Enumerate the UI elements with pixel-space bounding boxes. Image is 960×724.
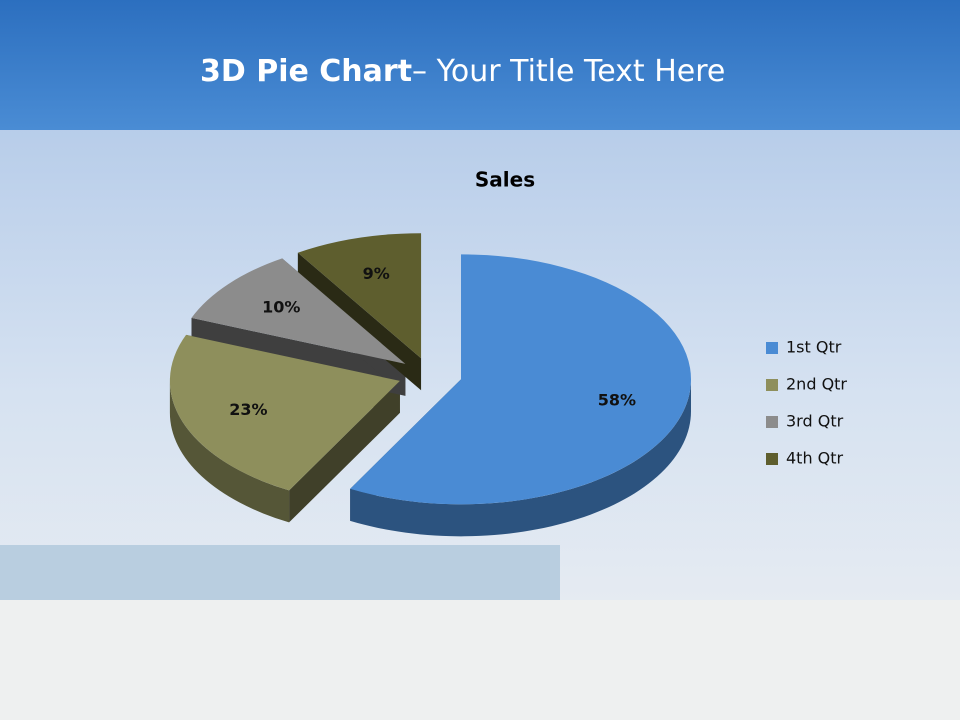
header-band [0, 0, 960, 130]
slide-title-rest: – Your Title Text Here [412, 54, 725, 89]
legend-swatch [766, 379, 778, 391]
data-label: 58% [598, 391, 636, 410]
slide-title: 3D Pie Chart– Your Title Text Here [200, 54, 725, 89]
slice [191, 258, 406, 364]
legend-label: 3rd Qtr [786, 412, 844, 431]
legend-label: 4th Qtr [786, 449, 844, 468]
data-label: 9% [363, 264, 390, 283]
slice-side [350, 379, 691, 537]
legend-swatch [766, 416, 778, 428]
slice-side [169, 380, 290, 523]
legend-swatch [766, 453, 778, 465]
legend-label: 1st Qtr [786, 338, 842, 357]
slice [350, 254, 691, 505]
slice [297, 233, 422, 359]
slice [169, 334, 400, 491]
legend-swatch [766, 342, 778, 354]
legend-label: 2nd Qtr [786, 375, 847, 394]
sand [0, 600, 960, 720]
data-label: 23% [229, 400, 267, 419]
slide-title-bold: 3D Pie Chart [200, 54, 412, 89]
sea [0, 545, 560, 605]
data-label: 10% [262, 298, 300, 317]
chart-title: Sales [475, 168, 535, 192]
slice-cut-face [289, 380, 400, 523]
